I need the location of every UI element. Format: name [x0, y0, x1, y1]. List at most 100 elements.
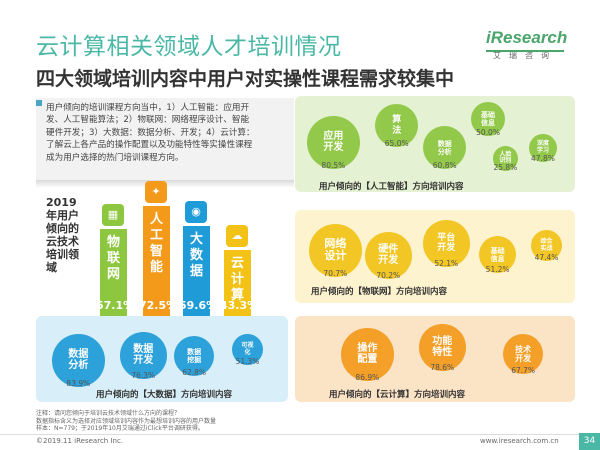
intro-line: 成为用户选择的热门培训课程方向。	[46, 152, 184, 163]
bubble-value: 70.2%	[376, 270, 401, 280]
bubble-value: 86.9%	[355, 372, 380, 382]
intro-line: 发、人工智能算法；2）物联网：网络程序设计、智能	[46, 115, 250, 126]
bubble-label: 可视化	[241, 341, 254, 356]
panel-ai-title: 用户倾向的【人工智能】方向培训内容	[319, 182, 464, 192]
bubble-bigdata-0: 数据 分析	[52, 334, 105, 387]
bubble-bigdata-1: 数据 开发	[120, 332, 167, 379]
bar-label: 人工智能	[149, 212, 163, 275]
bubble-ai-5: 人脸 识别	[493, 146, 518, 171]
cloud-icon: ☁	[226, 225, 248, 247]
copyright: ©2019.11 iResearch Inc.	[36, 437, 124, 445]
bubble-label: 功能 特性	[432, 335, 453, 359]
intro-line: 了解云上各产品的操作配置以及功能特性等实操性课程	[46, 140, 253, 151]
panel-iot: 用户倾向的【物联网】方向培训内容 网络 设计 70.7% 硬件 开发 70.2% 平台 开发 5…	[295, 210, 575, 303]
bubble-bigdata-3: 可视化	[232, 334, 263, 365]
bubble-label: 数据 分析	[68, 348, 89, 372]
footnote: 注释：请问您倾向于培训云技术领域什么方向的课程？ 数据指标含义为选择对应领域培训…	[36, 410, 216, 433]
bar-2: 大数据 59.6%	[179, 226, 217, 316]
bullet-square-icon	[36, 100, 42, 106]
bubble-value: 50.0%	[476, 128, 500, 138]
bubble-iot-2: 平台 开发	[423, 220, 470, 267]
bubble-value: 83.9%	[66, 378, 91, 388]
bubble-label: 平台 开发	[437, 232, 456, 254]
bubble-value: 65.0%	[384, 139, 409, 149]
bubble-ai-1: 算法	[375, 104, 419, 148]
bubble-label: 综合 实战	[540, 237, 553, 252]
bubble-value: 47.8%	[531, 153, 555, 163]
bar-label: 物联网	[106, 235, 120, 282]
bubble-ai-0: 应用 开发	[307, 116, 360, 169]
intro-text: 用户倾向的培训课程方向当中，1）人工智能：应用开 发、人工智能算法；2）物联网：…	[36, 102, 288, 164]
intro-box: 用户倾向的培训课程方向当中，1）人工智能：应用开 发、人工智能算法；2）物联网：…	[36, 98, 294, 180]
year-label: 2019年用户倾向的云技术培训领域	[46, 196, 79, 274]
footnote-line: 数据指标含义为选择对应领域培训内容作为最想培训内容的用户数量	[36, 417, 217, 425]
bubble-label: 硬件 开发	[378, 243, 399, 267]
bubble-label: 基础 信息	[481, 111, 496, 128]
bubble-value: 60.8%	[432, 161, 457, 171]
panel-ai: 用户倾向的【人工智能】方向培训内容 应用 开发 80.5% 算法 65.0% 数据 分析 60…	[295, 96, 575, 192]
bubble-value: 51.3%	[235, 357, 260, 366]
bubble-label: 操作 配置	[357, 342, 378, 366]
bar-label: 大数据	[189, 232, 203, 279]
bubble-cloud-1: 功能 特性	[419, 324, 466, 371]
panel-bigdata-title: 用户倾向的【大数据】方向培训内容	[96, 390, 233, 400]
logo-wordmark: iResearch	[486, 28, 568, 47]
bar-label: 云计算	[230, 256, 244, 303]
bubble-label: 人脸 识别	[499, 150, 512, 165]
bubble-label: 网络 设计	[324, 236, 347, 263]
logo-underline	[486, 50, 564, 52]
chip-icon: ▦	[102, 204, 124, 226]
panel-cloud-title: 用户倾向的【云计算】方向培训内容	[329, 390, 466, 400]
bubble-bigdata-2: 数据 挖掘	[174, 336, 215, 377]
bar-3: 云计算 43.3%	[220, 250, 258, 316]
bubble-cloud-0: 操作 配置	[341, 328, 394, 381]
page-subtitle: 四大领域培训内容中用户对实操性课程需求较集中	[36, 68, 455, 90]
bar-0: 物联网 57.1%	[96, 229, 134, 316]
bubble-value: 80.5%	[321, 160, 346, 170]
bar-value: 43.3%	[220, 299, 259, 312]
bar-value: 57.1%	[96, 299, 135, 312]
bubble-label: 应用 开发	[323, 130, 344, 154]
intro-line: 硬件开发；3）大数据：数据分析、开发；4）云计算：	[46, 127, 255, 138]
bubble-value: 47.4%	[534, 253, 559, 262]
bubble-value: 70.7%	[323, 268, 348, 278]
bubble-label: 技术 开发	[515, 344, 532, 364]
bubble-label: 数据 开发	[133, 343, 154, 367]
bubble-value: 62.8%	[182, 368, 207, 378]
bubble-iot-3: 基础 信息	[479, 236, 517, 274]
head-icon: ◉	[185, 201, 207, 223]
bar-value: 59.6%	[179, 299, 218, 312]
bar-value: 72.5%	[139, 299, 178, 312]
logo-cn-text: 艾瑞咨询	[493, 51, 557, 60]
bubble-label: 算法	[392, 115, 402, 136]
bubble-label: 数据 分析	[437, 139, 452, 156]
bubble-value: 52.1%	[434, 258, 459, 268]
bubble-iot-1: 硬件 开发	[365, 232, 412, 279]
bubble-value: 78.6%	[430, 362, 455, 372]
panel-bigdata: 用户倾向的【大数据】方向培训内容 数据 分析 83.9% 数据 开发 76.3% 数据 挖掘 6…	[36, 316, 288, 402]
footnote-line: 注释：请问您倾向于培训云技术领域什么方向的课程？	[36, 410, 181, 417]
bubble-ai-4: 深度 学习	[529, 134, 557, 162]
page-number: 34	[579, 433, 600, 450]
bubble-value: 51.2%	[485, 265, 510, 275]
bubble-iot-0: 网络 设计	[309, 224, 362, 277]
page-title: 云计算相关领域人才培训情况	[36, 34, 342, 60]
panel-iot-title: 用户倾向的【物联网】方向培训内容	[311, 287, 448, 297]
bubble-ai-3: 基础 信息	[471, 102, 506, 137]
bar-1: 人工智能 72.5%	[139, 206, 177, 316]
intro-line: 用户倾向的培训课程方向当中，1）人工智能：应用开	[46, 103, 250, 113]
iresearch-logo: iResearch 艾瑞咨询	[486, 28, 568, 61]
footnote-line: 样本：N=779；于2019年10月艾瑞通过iClick平台调研获得。	[36, 425, 204, 432]
bubble-label: 深度 学习	[536, 140, 549, 154]
bubble-value: 25.8%	[493, 162, 518, 172]
bubble-value: 67.7%	[511, 366, 536, 376]
bubble-label: 数据 挖掘	[187, 348, 202, 365]
bubble-iot-4: 综合 实战	[531, 230, 562, 261]
bubble-label: 基础 信息	[490, 246, 505, 263]
lightbulb-icon: ✦	[145, 181, 167, 203]
website-link[interactable]: www.iresearch.com.cn	[480, 437, 559, 445]
bubble-ai-2: 数据 分析	[423, 126, 467, 170]
bubble-cloud-2: 技术 开发	[503, 334, 544, 375]
footer-divider	[0, 434, 600, 435]
